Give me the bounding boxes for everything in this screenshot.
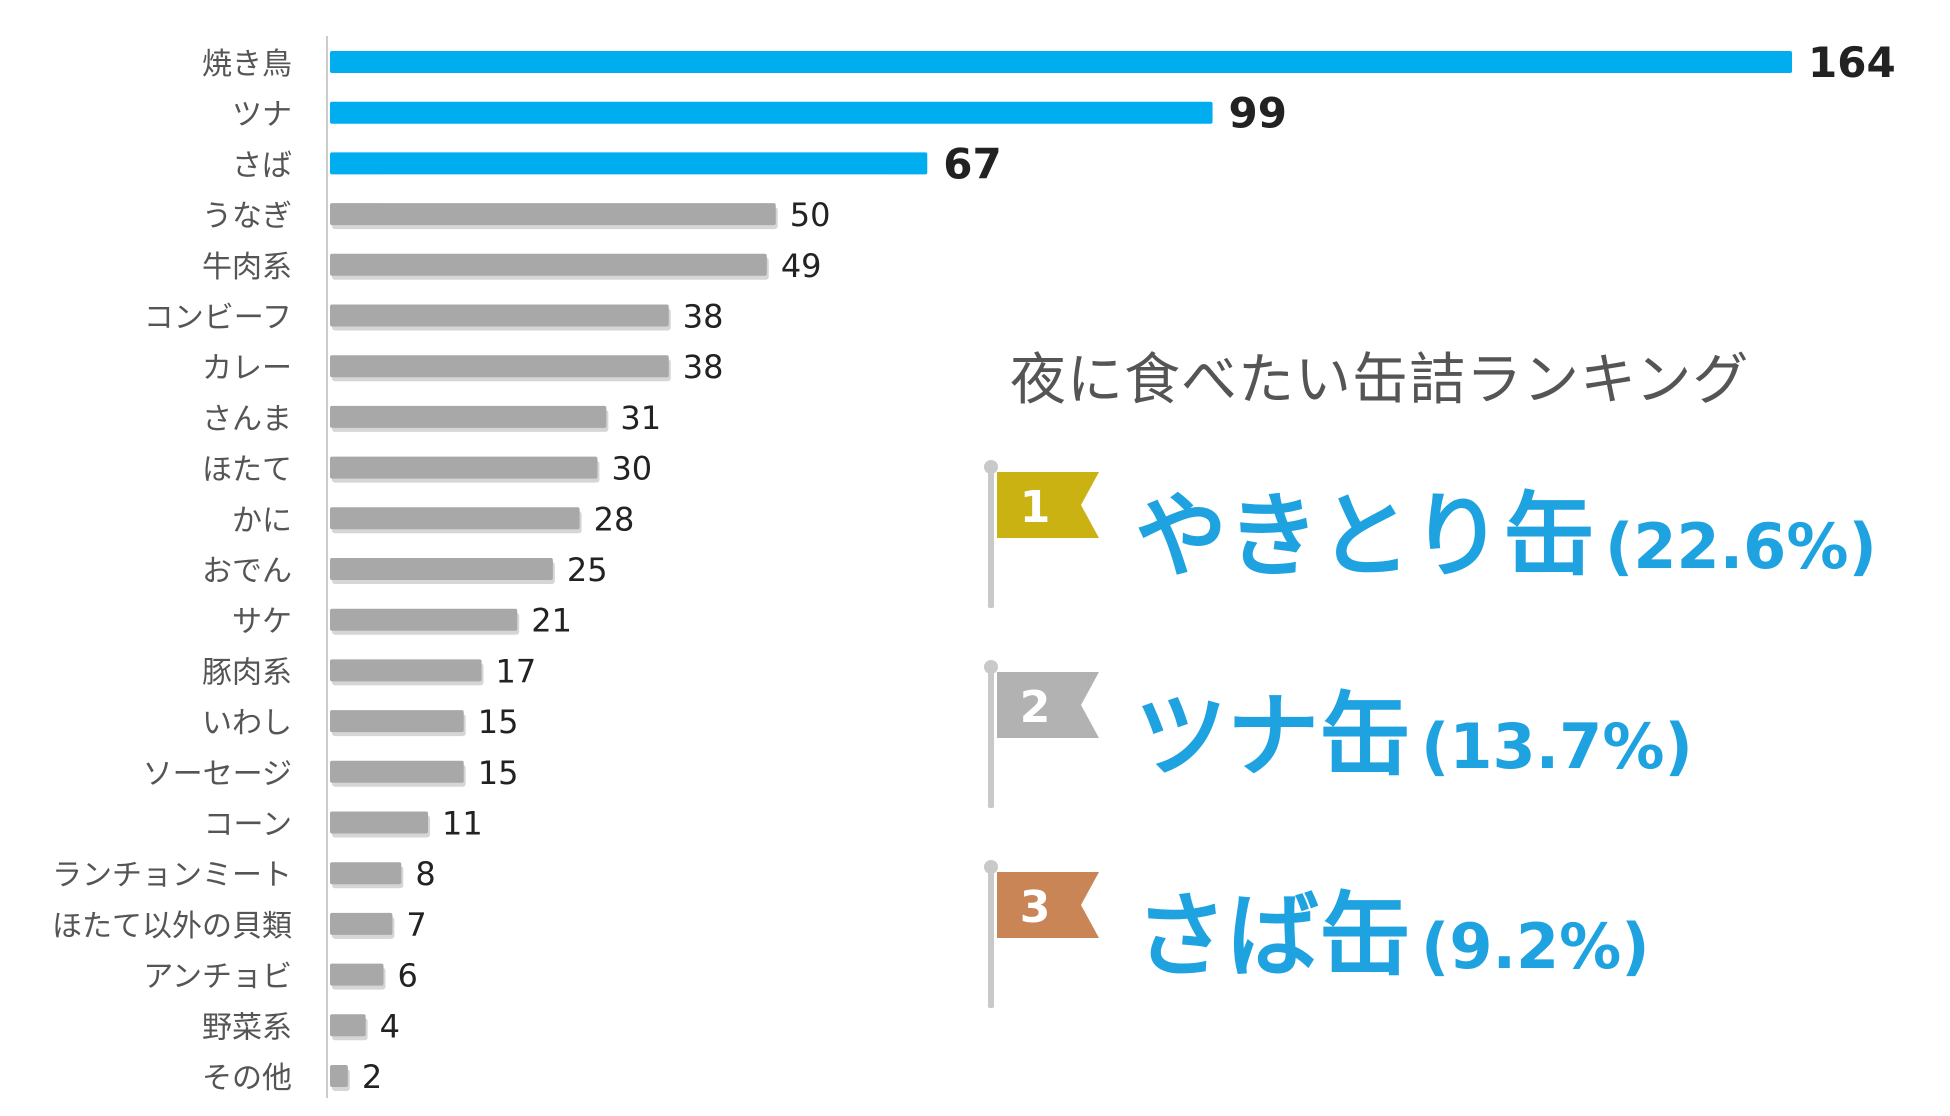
category-label: ほたて以外の貝類 <box>52 909 292 944</box>
ranking-title: 夜に食べたい缶詰ランキング <box>1010 348 1750 413</box>
category-label: ほたて <box>202 453 292 488</box>
value-label: 50 <box>790 196 831 234</box>
bar-15 <box>330 760 464 783</box>
value-label: 7 <box>406 906 426 944</box>
bar-2 <box>330 101 1213 124</box>
value-label: 38 <box>683 348 724 386</box>
category-label: おでん <box>202 554 292 589</box>
bar-4 <box>330 203 776 226</box>
bar-5 <box>330 253 767 276</box>
category-label: さば <box>232 148 292 183</box>
flag-pole <box>984 860 998 1010</box>
value-label: 4 <box>380 1007 400 1045</box>
bar-21 <box>330 1065 348 1087</box>
category-label: ソーセージ <box>143 757 292 792</box>
bar-10 <box>330 507 580 530</box>
value-label: 11 <box>442 805 483 843</box>
category-label: かに <box>232 503 292 538</box>
rank-percent-2: (13.7%) <box>1421 710 1693 783</box>
bar-20 <box>330 1014 366 1037</box>
bar-17 <box>330 862 402 885</box>
category-label: カレー <box>202 351 292 386</box>
flag-pole <box>984 660 998 810</box>
rank-row-3: 3 さば缶 (9.2%) <box>984 860 1905 1010</box>
value-label: 6 <box>397 957 417 995</box>
bar-16 <box>330 811 429 834</box>
category-label: 焼き鳥 <box>202 47 292 82</box>
rank-label-1: やきとり缶 (22.6%) <box>1135 462 1877 595</box>
bar-19 <box>330 963 384 986</box>
bar-14 <box>330 710 464 733</box>
value-label: 2 <box>362 1058 382 1096</box>
value-label: 15 <box>478 703 519 741</box>
bar-12 <box>330 608 518 631</box>
value-label: 17 <box>496 652 537 690</box>
flag-pole <box>984 460 998 610</box>
rank-percent-1: (22.6%) <box>1605 510 1877 583</box>
rank-flag-2: 2 <box>997 672 1099 738</box>
category-label: さんま <box>202 402 292 437</box>
value-label: 99 <box>1229 89 1287 138</box>
category-label: うなぎ <box>202 199 292 234</box>
category-label: サケ <box>232 605 292 640</box>
value-label: 30 <box>611 450 652 488</box>
bar-13 <box>330 659 482 682</box>
bar-3 <box>330 152 928 175</box>
bar-7 <box>330 355 669 378</box>
rank-name-3: さば缶 <box>1135 883 1412 990</box>
category-label: コーン <box>204 808 293 843</box>
rank-name-1: やきとり缶 <box>1135 483 1596 590</box>
rank-label-3: さば缶 (9.2%) <box>1135 862 1650 995</box>
value-label: 21 <box>531 602 572 640</box>
value-label: 8 <box>415 855 435 893</box>
rank-percent-3: (9.2%) <box>1421 910 1650 983</box>
rank-flag-1: 1 <box>997 472 1099 538</box>
value-label: 67 <box>943 139 1001 188</box>
category-label: 豚肉系 <box>202 655 292 690</box>
value-label: 25 <box>567 551 608 589</box>
bar-11 <box>330 558 553 580</box>
bar-18 <box>330 912 393 935</box>
value-label: 15 <box>478 754 519 792</box>
rank-label-2: ツナ缶 (13.7%) <box>1135 662 1693 795</box>
rank-name-2: ツナ缶 <box>1135 683 1412 790</box>
rank-number-2: 2 <box>1019 682 1051 733</box>
category-label: ツナ <box>232 98 292 133</box>
category-label: その他 <box>202 1061 292 1096</box>
category-label: いわし <box>202 706 292 741</box>
bar-6 <box>330 304 669 327</box>
bar-1 <box>330 51 1792 73</box>
category-label: 牛肉系 <box>202 250 292 285</box>
value-label: 31 <box>620 399 661 437</box>
category-label: 野菜系 <box>202 1010 292 1045</box>
rank-row-2: 2 ツナ缶 (13.7%) <box>984 660 1905 810</box>
category-label: アンチョビ <box>143 960 292 995</box>
value-label: 49 <box>781 247 822 285</box>
rank-row-1: 1 やきとり缶 (22.6%) <box>984 460 1905 610</box>
value-label: 28 <box>594 500 635 538</box>
rank-number-1: 1 <box>1019 482 1051 533</box>
rank-number-3: 3 <box>1019 882 1051 933</box>
category-label: コンビーフ <box>144 301 292 336</box>
value-label: 164 <box>1808 38 1896 87</box>
bar-8 <box>330 405 607 428</box>
category-label: ランチョンミート <box>52 858 292 893</box>
bar-9 <box>330 456 598 479</box>
rank-flag-3: 3 <box>997 872 1099 938</box>
value-label: 38 <box>683 298 724 336</box>
